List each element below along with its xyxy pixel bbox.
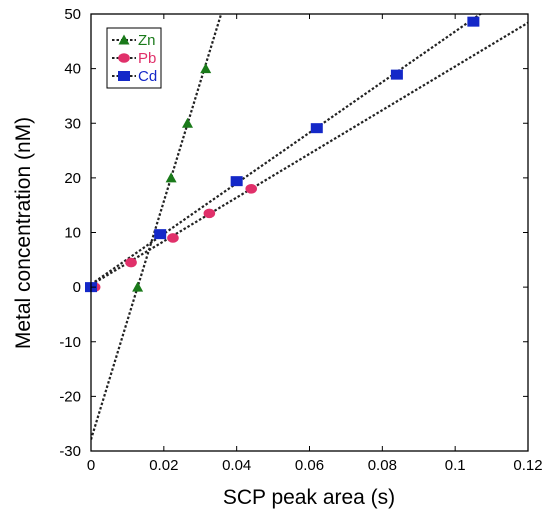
data-point-pb-4 — [245, 184, 258, 194]
legend-marker-zn — [118, 34, 130, 45]
data-point-zn-2 — [182, 117, 194, 128]
fit-line-cd — [91, 14, 483, 286]
y-tick-label: 0 — [73, 279, 81, 296]
legend-marker-pb — [118, 53, 130, 63]
y-tick-label: -20 — [59, 388, 81, 405]
data-point-cd-3 — [310, 123, 323, 134]
legend-label-zn: Zn — [138, 32, 156, 49]
x-tick-label: 0.02 — [149, 457, 178, 474]
y-tick-label: 30 — [64, 115, 81, 132]
x-tick-label: 0.04 — [222, 457, 251, 474]
y-axis-title: Metal concentration (nM) — [12, 117, 35, 349]
y-tick-label: 40 — [64, 61, 81, 78]
y-tick-label: 50 — [64, 6, 81, 23]
data-point-zn-0 — [132, 281, 144, 292]
x-tick-label: 0.12 — [513, 457, 542, 474]
data-point-cd-2 — [230, 176, 243, 187]
legend-marker-cd — [118, 71, 130, 81]
data-point-cd-1 — [154, 229, 167, 240]
data-point-pb-1 — [125, 257, 137, 268]
legend-box — [106, 27, 162, 89]
y-tick-label: 10 — [64, 225, 81, 242]
data-point-pb-3 — [203, 208, 216, 219]
data-point-cd-4 — [390, 69, 403, 80]
x-axis-title: SCP peak area (s) — [223, 486, 395, 509]
x-tick-label: 0.06 — [295, 457, 324, 474]
x-tick-label: 0.1 — [445, 457, 466, 474]
data-point-pb-2 — [167, 233, 179, 243]
data-point-cd-5 — [467, 16, 480, 27]
y-tick-label: -30 — [59, 443, 81, 460]
data-point-zn-1 — [165, 172, 177, 183]
axes-layer: 0 0.02 0.04 0.06 0.08 0.1 0.12 -30 -20 -10 0 10 20 30… — [59, 6, 542, 474]
data-point-zn-3 — [200, 63, 212, 74]
y-tick-label: 20 — [64, 170, 81, 187]
x-tick-label: 0.08 — [368, 457, 397, 474]
x-tick-label: 0 — [87, 457, 95, 474]
fit-line-zn — [91, 14, 223, 440]
y-tick-label: -10 — [59, 334, 81, 351]
legend-label-cd: Cd — [138, 68, 157, 85]
fit-line-pb — [91, 21, 528, 286]
legend-label-pb: Pb — [138, 50, 156, 67]
